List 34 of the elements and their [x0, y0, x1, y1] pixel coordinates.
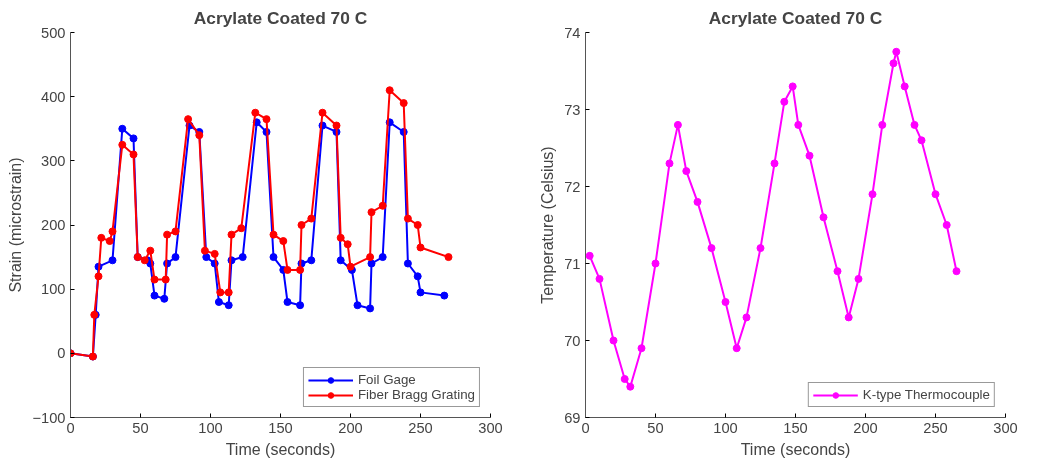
- y-tick-label: 500: [41, 24, 66, 41]
- chart-title: Acrylate Coated 70 C: [193, 7, 368, 28]
- x-tick-label: 300: [478, 419, 503, 436]
- x-tick-label: 50: [647, 419, 664, 436]
- y-tick-label: 69: [564, 409, 581, 426]
- x-axis-title: Time (seconds): [740, 440, 851, 458]
- x-tick-label: 200: [338, 419, 363, 436]
- x-tick-label: 50: [132, 419, 149, 436]
- y-tick-label: 300: [41, 152, 66, 169]
- y-tick-label: 72: [564, 178, 581, 195]
- y-axis-title: Temperature (Celsius): [539, 146, 557, 304]
- legend-label: Fiber Bragg Grating: [357, 387, 475, 402]
- y-tick-label: 400: [41, 88, 66, 105]
- y-axis-title: Strain (microstrain): [7, 157, 25, 293]
- x-tick-label: 300: [993, 419, 1018, 436]
- y-tick-label: 71: [564, 255, 581, 272]
- x-tick-label: 150: [783, 419, 808, 436]
- x-tick-label: 200: [853, 419, 878, 436]
- x-tick-label: 100: [198, 419, 223, 436]
- y-tick-label: 100: [41, 281, 66, 298]
- y-tick-label: 74: [564, 24, 581, 41]
- legend-label: Foil Gage: [357, 372, 416, 387]
- x-tick-label: 150: [268, 419, 293, 436]
- legend-label: K-type Thermocouple: [862, 387, 990, 402]
- y-tick-label: −100: [32, 409, 66, 426]
- x-axis-title: Time (seconds): [225, 440, 336, 458]
- y-tick-label: 0: [57, 345, 66, 362]
- x-tick-label: 250: [923, 419, 948, 436]
- y-tick-label: 73: [564, 101, 581, 118]
- x-tick-label: 100: [713, 419, 738, 436]
- chart-title: Acrylate Coated 70 C: [708, 7, 883, 28]
- y-tick-label: 70: [564, 332, 581, 349]
- y-tick-label: 200: [41, 217, 66, 233]
- x-tick-label: 250: [408, 419, 433, 436]
